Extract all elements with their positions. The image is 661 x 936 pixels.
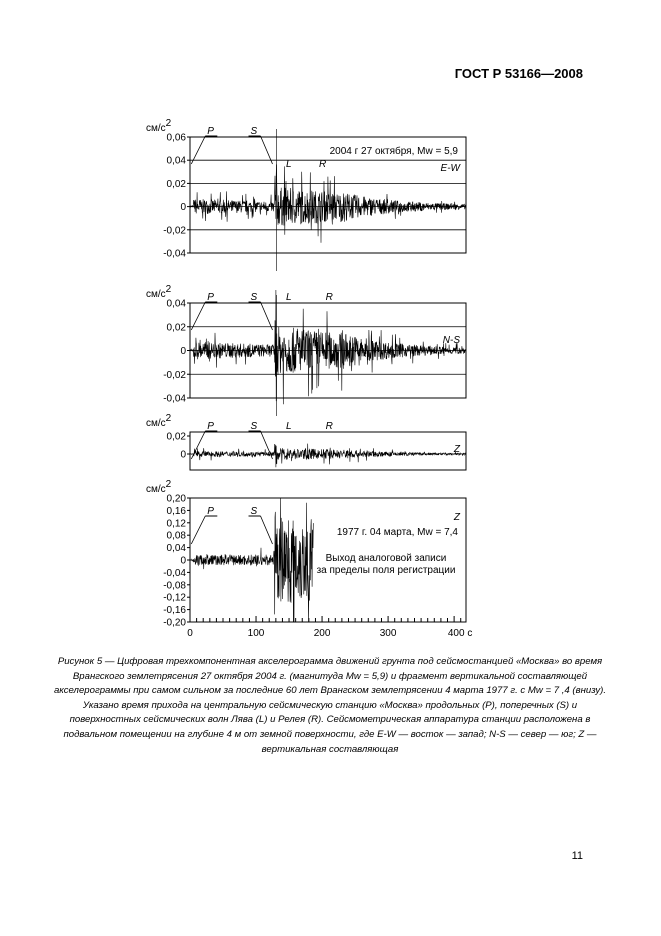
y-tick-label: 0 xyxy=(180,346,186,357)
p-arrow xyxy=(190,515,206,545)
y-tick-label: -0,08 xyxy=(163,580,186,591)
y-tick-label: 0,08 xyxy=(167,531,187,542)
s-arrow xyxy=(260,301,273,331)
phase-label-r: R xyxy=(326,421,333,432)
event-annotation: 1977 г. 04 марта, Mw = 7,4 xyxy=(337,527,459,538)
phase-label-s: S xyxy=(251,292,258,303)
y-tick-label: -0,04 xyxy=(163,568,186,579)
y-tick-label: 0,02 xyxy=(167,179,187,190)
seismic-trace xyxy=(189,443,466,468)
phase-label-s: S xyxy=(251,126,258,137)
phase-label-r: R xyxy=(326,292,333,303)
figure-caption: Рисунок 5 — Цифровая трехкомпонентная ак… xyxy=(53,656,607,755)
recording-note: Выход аналоговой записи xyxy=(326,553,447,564)
plot-frame xyxy=(189,431,467,471)
y-tick-label: 0,02 xyxy=(167,322,187,333)
y-tick-label: 0,04 xyxy=(167,543,187,554)
phase-label-l: L xyxy=(286,159,292,170)
x-tick-label: 0 xyxy=(187,628,193,639)
component-label: Z xyxy=(453,444,461,455)
y-tick-label: 0,02 xyxy=(167,432,187,443)
y-tick-label: 0,04 xyxy=(167,156,187,167)
component-label: N-S xyxy=(443,335,461,346)
seismic-trace xyxy=(189,497,314,623)
phase-label-s: S xyxy=(251,421,258,432)
y-tick-label: -0,20 xyxy=(163,618,186,629)
y-tick-label: -0,04 xyxy=(163,394,186,405)
y-tick-label: 0 xyxy=(180,202,186,213)
phase-label-r: R xyxy=(319,159,326,170)
x-tick-label: 300 xyxy=(380,628,397,639)
phase-label-p: P xyxy=(207,126,214,137)
p-arrow xyxy=(190,430,206,460)
y-tick-label: 0,04 xyxy=(167,299,187,310)
phase-label-p: P xyxy=(207,421,214,432)
component-label: E-W xyxy=(441,163,462,174)
y-tick-label: -0,16 xyxy=(163,605,186,616)
y-tick-label: 0,16 xyxy=(167,506,187,517)
plot-frame xyxy=(189,136,467,254)
y-tick-label: -0,02 xyxy=(163,225,186,236)
recording-note: за пределы поля регистрации xyxy=(317,565,456,576)
x-tick-label: 100 xyxy=(248,628,265,639)
component-label: Z xyxy=(453,512,461,523)
p-arrow xyxy=(190,301,206,331)
seismic-trace xyxy=(189,164,466,243)
y-tick-label: 0,06 xyxy=(167,133,187,144)
y-tick-label: 0,20 xyxy=(167,494,187,505)
y-tick-label: 0 xyxy=(180,556,186,567)
s-arrow xyxy=(260,135,273,165)
s-arrow xyxy=(260,515,273,545)
phase-label-p: P xyxy=(207,292,214,303)
x-tick-label: 400 с xyxy=(448,628,472,639)
event-annotation: 2004 г 27 октября, Mw = 5,9 xyxy=(330,145,459,157)
accelerogram-figure: см/с2 0,06 0,04 0,02 0 -0,02 -0,04 P S L R E-W 2004 … xyxy=(146,118,472,639)
s-arrow xyxy=(260,430,273,460)
phase-label-s: S xyxy=(251,506,258,517)
y-tick-label: 0,12 xyxy=(167,518,187,529)
y-tick-label: -0,04 xyxy=(163,249,186,260)
y-unit-label: см/с2 xyxy=(146,413,172,429)
x-tick-label: 200 xyxy=(314,628,331,639)
y-tick-label: 0 xyxy=(180,450,186,461)
y-tick-label: -0,02 xyxy=(163,370,186,381)
standard-header: ГОСТ Р 53166—2008 xyxy=(454,66,583,81)
phase-label-l: L xyxy=(286,292,292,303)
p-arrow xyxy=(190,135,206,165)
seismic-trace xyxy=(189,289,466,405)
phase-label-l: L xyxy=(286,421,292,432)
phase-label-p: P xyxy=(207,506,214,517)
y-tick-label: -0,12 xyxy=(163,593,186,604)
page-number: 11 xyxy=(571,850,583,862)
